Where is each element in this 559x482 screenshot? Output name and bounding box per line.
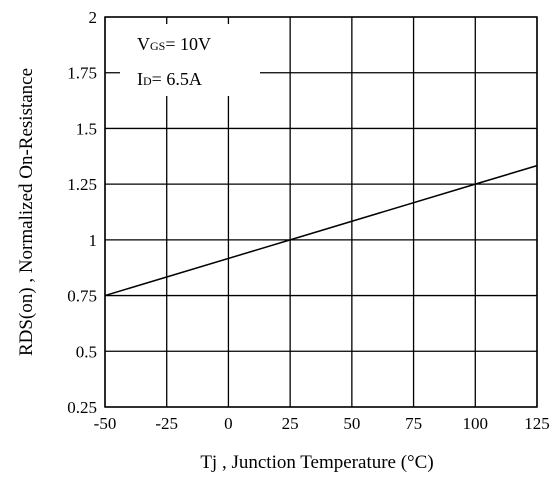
y-tick-label: 0.25 xyxy=(67,398,97,417)
y-tick-label: 0.5 xyxy=(76,342,97,361)
plot-frame xyxy=(104,16,538,408)
series xyxy=(104,164,538,297)
x-tick-label: -50 xyxy=(94,414,117,433)
series-line xyxy=(104,164,538,297)
x-tick-label: 75 xyxy=(405,414,422,433)
y-tick-label: 2 xyxy=(89,8,98,27)
x-tick-label: 100 xyxy=(463,414,489,433)
x-tick-label: 50 xyxy=(343,414,360,433)
x-axis-label: Tj , Junction Temperature (°C) xyxy=(200,452,433,473)
x-tick-label: 0 xyxy=(224,414,233,433)
x-tick-label: -25 xyxy=(155,414,178,433)
x-tick-label: 25 xyxy=(282,414,299,433)
annotation-id: ID= 6.5A xyxy=(137,69,202,89)
annotation-box xyxy=(120,24,260,96)
y-tick-label: 1.75 xyxy=(67,64,97,83)
y-tick-label: 1.25 xyxy=(67,175,97,194)
tick-labels: -50 -25 0 25 50 75 100 125 0.25 0.5 0.75 1 1.25 1.5 1.… xyxy=(67,8,550,433)
x-tick-label: 125 xyxy=(524,414,550,433)
y-axis-label: RDS(on) , Normalized On-Resistance xyxy=(16,68,37,356)
grid xyxy=(104,16,538,408)
y-tick-label: 1 xyxy=(89,231,98,250)
y-tick-label: 0.75 xyxy=(67,287,97,306)
annotation-vgs: VGS= 10V xyxy=(137,34,211,54)
y-tick-label: 1.5 xyxy=(76,119,97,138)
